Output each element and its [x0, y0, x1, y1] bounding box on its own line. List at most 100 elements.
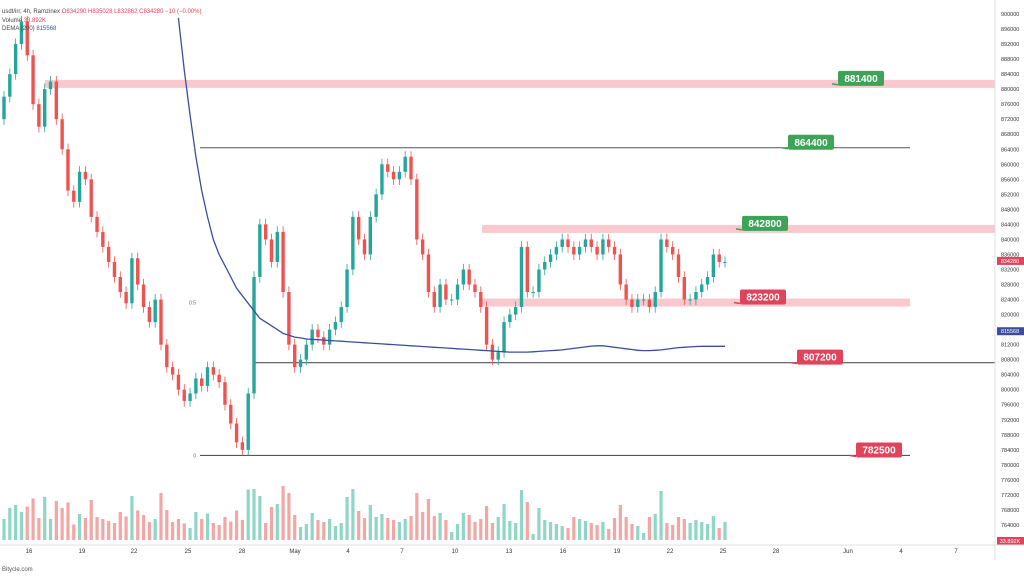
x-tick-label: 19 [614, 549, 621, 555]
chart-legend: usdt/irr, 4h, Ramzinex O834290 H835028 L… [2, 8, 201, 34]
y-tick-label: 808000 [1001, 358, 1019, 364]
x-axis: 16 19 22 25 28 May 4 7 10 13 16 19 22 25 28 Jun 4 7 [0, 544, 1024, 555]
candle [380, 164, 384, 195]
legend-dema-row: DEMA (200) 815568 [2, 25, 201, 34]
candle [636, 299, 640, 308]
candle [188, 393, 192, 401]
volume-bar [48, 519, 53, 540]
volume-bar [490, 523, 495, 540]
candle [118, 277, 122, 293]
candle [368, 216, 373, 255]
y-tick-label: 768000 [1001, 508, 1019, 514]
volume-bar [136, 510, 140, 540]
candle [147, 307, 152, 323]
y-marker-label: 834280 [1001, 259, 1019, 265]
candle [83, 171, 88, 180]
volume-bar [374, 517, 378, 540]
volume-bar [700, 522, 704, 540]
volume-bar [525, 502, 529, 540]
volume-bar [647, 517, 652, 540]
x-tick-label: 7 [400, 549, 404, 555]
volume-bar [461, 513, 465, 540]
y-tick-label: 892000 [1001, 42, 1019, 48]
candle [397, 171, 402, 180]
candle [304, 344, 309, 360]
y-tick-label: 764000 [1001, 523, 1019, 529]
level-label-864400: 864400 [794, 138, 828, 149]
volume-bar [269, 507, 274, 540]
volume-bar [77, 514, 82, 540]
volume-bar [293, 515, 297, 540]
watermark: Bitycle.com [2, 567, 33, 573]
volume-bar [316, 520, 320, 540]
candle [66, 149, 70, 191]
candle [560, 239, 564, 247]
label-box-823200 [740, 289, 786, 305]
candle [37, 104, 41, 127]
volume-bar [107, 521, 111, 540]
dema-line [177, 17, 725, 353]
volume-bar [83, 518, 88, 540]
level-label-782500: 782500 [862, 445, 896, 456]
candle [670, 246, 675, 255]
y-axis: 900000 896000 892000 888000 884000 880000 8760… [994, 0, 1024, 560]
volume-bar [66, 502, 70, 540]
volume-bar [502, 504, 506, 540]
candle [438, 284, 442, 308]
candle [316, 329, 320, 338]
y-tick-label: 844000 [1001, 222, 1019, 228]
x-tick-label: 16 [26, 549, 33, 555]
candle [205, 367, 210, 386]
label-pointer-842800 [735, 228, 743, 231]
volume-bar [298, 527, 303, 540]
volume-bar [444, 520, 448, 540]
volume-bar [659, 491, 663, 540]
candle [2, 96, 6, 120]
candle [554, 246, 559, 255]
candle [484, 307, 489, 345]
candle [19, 21, 24, 45]
candle [548, 254, 553, 262]
y-tick-label: 856000 [1001, 177, 1019, 183]
volume-layer [2, 486, 727, 540]
candle [339, 307, 343, 323]
candle [356, 216, 361, 240]
level-label-881400: 881400 [844, 74, 878, 85]
candle [589, 239, 593, 247]
candle [25, 21, 29, 56]
dema-value: 815568 [36, 26, 57, 32]
volume-bar [205, 513, 210, 540]
volume-bar [357, 511, 361, 540]
volume-bar [153, 519, 157, 540]
volume-bar [229, 521, 233, 540]
candle [112, 261, 117, 277]
candle [601, 239, 605, 255]
volume-bar [182, 523, 186, 540]
volume-bar [165, 510, 169, 540]
level-label-842800: 842800 [748, 219, 782, 230]
candle [194, 378, 198, 394]
dema-label: DEMA (200) [2, 26, 35, 32]
y-tick-label: 832000 [1001, 267, 1019, 273]
candle [618, 254, 623, 285]
symbol-label: usdt/irr, 4h, Ramzinex [2, 9, 61, 15]
candle [450, 299, 454, 301]
candle [333, 322, 338, 330]
candle [525, 246, 530, 293]
volume-bar [397, 522, 401, 540]
volume-bar [723, 522, 727, 540]
x-tick-label: 16 [560, 549, 567, 555]
volume-bar [19, 512, 24, 540]
volume-label: Volume [2, 17, 23, 24]
candle [106, 246, 111, 262]
x-tick-label: 28 [239, 549, 246, 555]
candle [72, 190, 76, 202]
x-tick-label: 22 [131, 549, 138, 555]
x-tick-label: 4 [346, 549, 350, 555]
y-tick-label: 788000 [1001, 433, 1019, 439]
y-tick-label: 868000 [1001, 132, 1019, 138]
x-tick-label: May [289, 549, 300, 555]
candle [694, 292, 698, 300]
